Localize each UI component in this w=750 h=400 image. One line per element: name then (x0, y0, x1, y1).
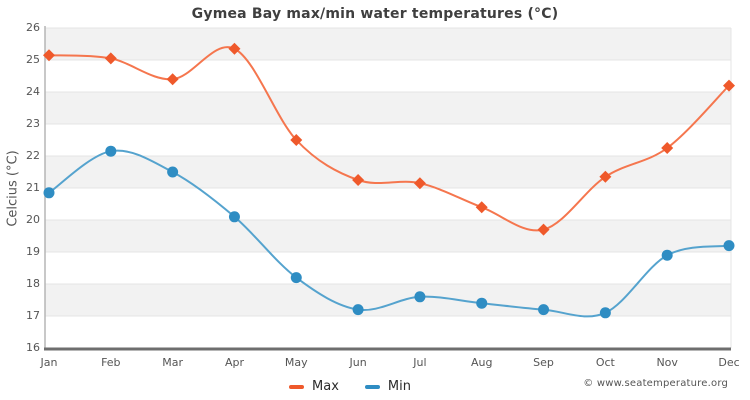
min-point-marker (723, 240, 735, 252)
x-tick-label: Oct (595, 356, 615, 369)
min-point-marker (414, 291, 426, 303)
y-tick-label: 20 (26, 213, 40, 226)
x-tick-label: Jun (349, 356, 367, 369)
max-point-marker (166, 73, 179, 86)
y-tick-label: 18 (26, 277, 40, 290)
min-point-marker (105, 145, 117, 157)
x-tick-label: Apr (224, 356, 244, 369)
x-tick-label: Dec (718, 356, 740, 369)
legend-label: Min (387, 379, 411, 394)
min-point-marker (599, 307, 611, 319)
legend-item-max[interactable]: Max (289, 379, 339, 394)
max-legend-dash-icon (289, 384, 305, 389)
max-point-marker (228, 42, 241, 55)
max-point-marker (290, 134, 303, 146)
y-tick-label: 21 (26, 181, 40, 194)
min-point-marker (661, 249, 673, 261)
chart-title: Gymea Bay max/min water temperatures (°C… (191, 6, 559, 22)
min-point-marker (228, 211, 240, 223)
min-point-marker (476, 297, 488, 309)
min-point-marker (167, 166, 179, 178)
max-point-marker (661, 142, 674, 154)
y-tick-label: 16 (26, 341, 40, 354)
min-point-marker (290, 272, 302, 284)
max-series-line (48, 46, 730, 232)
max-point-marker (537, 223, 550, 236)
min-point-marker (352, 304, 364, 316)
min-legend-dash-icon (364, 384, 380, 389)
min-series-line (48, 149, 730, 318)
x-tick-label: Jul (413, 356, 427, 369)
max-point-marker (104, 52, 117, 65)
legend-item-min[interactable]: Min (364, 379, 411, 394)
legend: Max Min (0, 379, 700, 394)
plot-band (45, 92, 731, 124)
max-point-marker (599, 170, 612, 183)
max-point-marker (352, 174, 365, 186)
y-tick-label: 26 (26, 21, 40, 34)
y-tick-label: 23 (26, 117, 40, 130)
x-tick-label: Sep (533, 356, 554, 369)
plot-band (45, 220, 731, 252)
legend-label: Max (312, 379, 339, 394)
min-point-marker (43, 187, 55, 199)
x-tick-label: Feb (101, 356, 121, 369)
y-tick-label: 19 (26, 245, 40, 258)
y-tick-label: 17 (26, 309, 40, 322)
copyright-text: © www.seatemperature.org (583, 378, 728, 389)
max-point-marker (723, 79, 735, 92)
plot-band (45, 28, 731, 60)
x-tick-label: Mar (162, 356, 183, 369)
max-point-marker (43, 49, 55, 62)
plot-band (45, 284, 731, 316)
y-tick-label: 24 (26, 85, 40, 98)
x-tick-label: May (284, 356, 308, 369)
x-tick-label: Nov (656, 356, 678, 369)
max-point-marker (475, 201, 488, 214)
y-tick-label: 22 (26, 149, 40, 162)
min-point-marker (538, 304, 550, 316)
max-point-marker (413, 177, 426, 190)
x-tick-label: Jan (40, 356, 58, 369)
x-tick-label: Aug (470, 356, 493, 369)
y-tick-label: 25 (26, 53, 40, 66)
